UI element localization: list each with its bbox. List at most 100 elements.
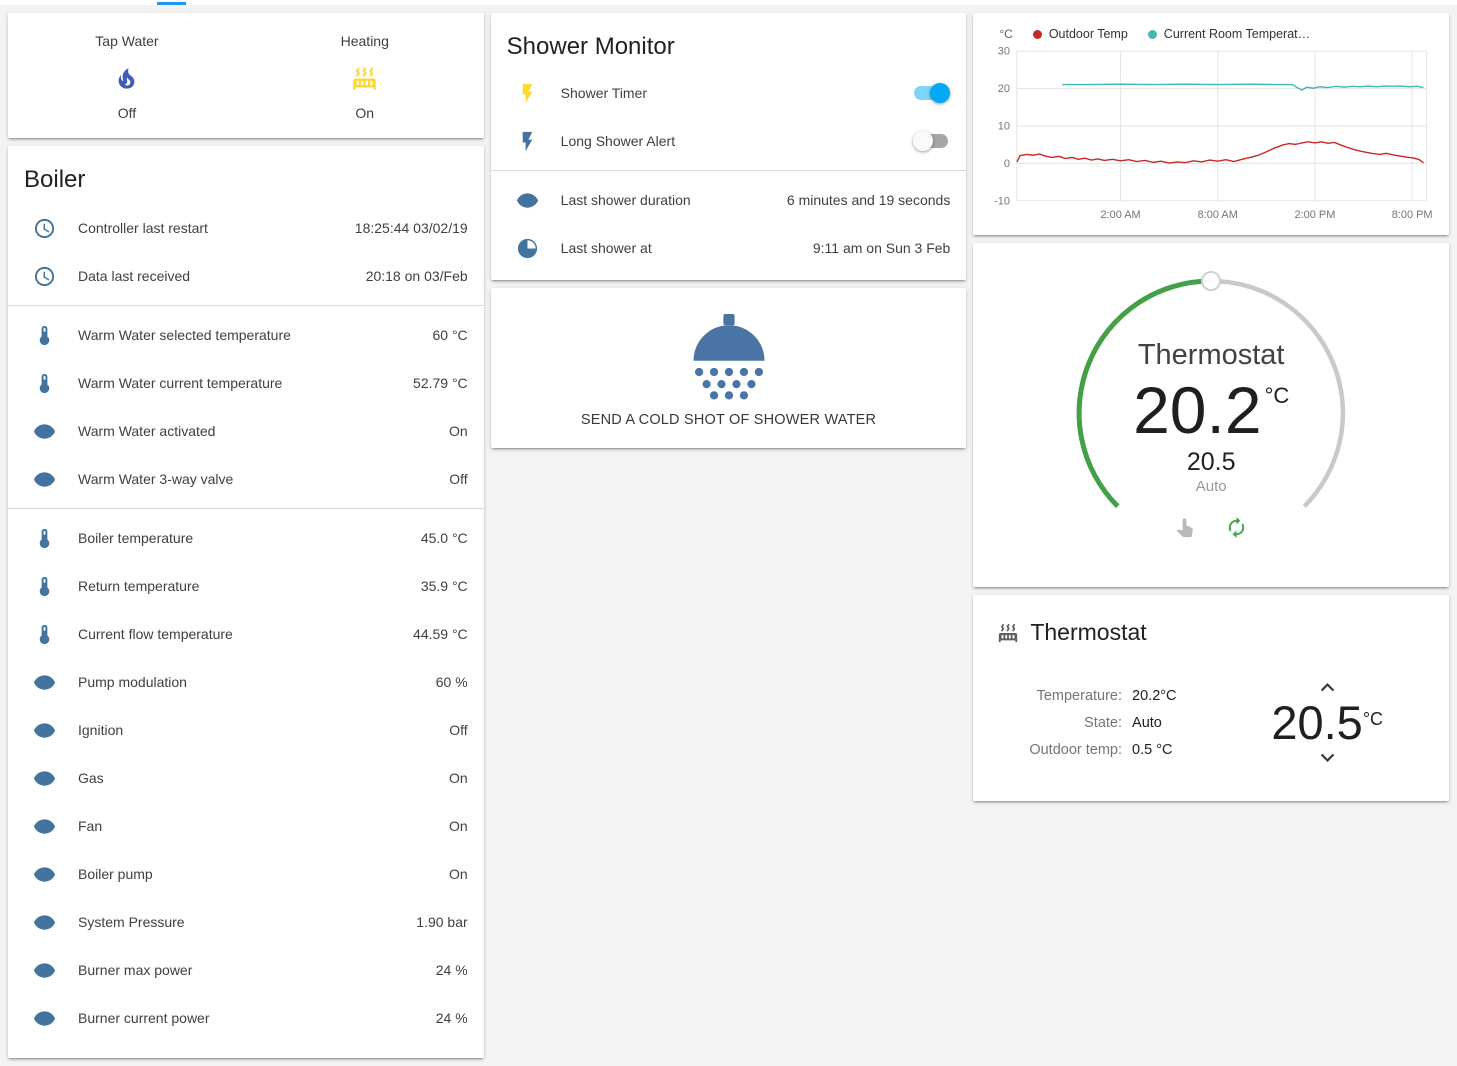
thermostat-info-card: Thermostat Temperature: 20.2°C State: Au… [973,595,1449,801]
entity-name: Tap Water [95,33,158,49]
glance-item-heating[interactable]: Heating On [246,33,484,121]
entity-row[interactable]: Ignition Off [24,706,468,754]
entity-row[interactable]: Warm Water 3-way valve Off [24,455,468,503]
boiler-card: Boiler Controller last restart 18:25:44 … [8,146,484,1058]
svg-text:10: 10 [998,121,1010,133]
svg-text:2:00 AM: 2:00 AM [1101,209,1141,221]
flash-icon [516,82,539,105]
entity-row[interactable]: Boiler pump On [24,850,468,898]
entity-value: 24 % [436,1010,468,1026]
thermostat-dial-card: Thermostat 20.2°C 20.5 Auto [973,243,1449,587]
entity-row[interactable]: Burner max power 24 % [24,946,468,994]
thermometer-icon [33,623,56,646]
long-shower-alert-toggle[interactable] [913,131,950,151]
legend-dot [1148,30,1157,39]
entity-row[interactable]: Gas On [24,754,468,802]
entity-row[interactable]: Warm Water activated On [24,407,468,455]
chart-legend: °C Outdoor Temp Current Room Temperat… [985,23,1437,43]
radiator-icon [351,65,378,92]
dial-active-arc [1079,281,1211,506]
svg-text:2:00 PM: 2:00 PM [1295,209,1336,221]
dial-handle[interactable] [1202,272,1220,290]
eye-icon [33,1007,56,1030]
eye-icon [33,911,56,934]
column-left: Tap Water Off Heating On Boiler Controll… [8,13,484,1058]
cold-shot-button[interactable]: SEND A COLD SHOT OF SHOWER WATER [491,288,967,448]
entity-label: Warm Water selected temperature [78,327,421,343]
entity-label: Gas [78,770,437,786]
toggle-thumb [930,83,950,103]
entity-row[interactable]: Fan On [24,802,468,850]
entity-label: Warm Water current temperature [78,375,401,391]
eye-icon [33,719,56,742]
attribute-label: Temperature: [1029,688,1122,704]
card-title: Boiler [24,166,468,194]
eye-icon [33,767,56,790]
entity-label: Last shower duration [561,192,775,208]
entity-row[interactable]: Controller last restart 18:25:44 03/02/1… [24,204,468,252]
entity-label: Warm Water activated [78,423,437,439]
temperature-history-chart[interactable]: 3020100-102:00 AM8:00 AM2:00 PM8:00 PM [985,43,1437,229]
shower-timer-toggle[interactable] [913,83,950,103]
auto-mode-icon[interactable] [1225,516,1248,539]
entity-label: System Pressure [78,914,404,930]
entity-row[interactable]: Last shower at 9:11 am on Sun 3 Feb [507,224,951,272]
entity-row: Long Shower Alert [507,117,951,165]
legend-label: Outdoor Temp [1049,27,1128,41]
card-title: Thermostat [1030,619,1146,646]
eye-icon [33,671,56,694]
y-axis-unit: °C [999,27,1012,41]
entity-row[interactable]: Boiler temperature 45.0 °C [24,514,468,562]
svg-text:20: 20 [998,83,1010,95]
entity-row[interactable]: Warm Water selected temperature 60 °C [24,311,468,359]
eye-icon [33,468,56,491]
entity-row[interactable]: Pump modulation 60 % [24,658,468,706]
clock-icon [33,265,56,288]
entity-value: On [449,818,468,834]
legend-item-outdoor-temp: Outdoor Temp [1033,27,1128,41]
flash-icon [516,130,539,153]
entity-label: Return temperature [78,578,409,594]
shower-monitor-card: Shower Monitor Shower Timer Long Shower … [491,13,967,280]
entity-value: On [449,423,468,439]
svg-text:0: 0 [1004,158,1010,170]
entity-row[interactable]: System Pressure 1.90 bar [24,898,468,946]
attribute-value: 20.2°C [1132,688,1177,704]
svg-text:8:00 AM: 8:00 AM [1198,209,1238,221]
target-temp-stepper: 20.5°C [1271,674,1383,771]
eye-icon [516,189,539,212]
entity-row[interactable]: Return temperature 35.9 °C [24,562,468,610]
entity-label: Data last received [78,268,354,284]
thermometer-icon [33,372,56,395]
entity-row[interactable]: Data last received 20:18 on 03/Feb [24,252,468,300]
entity-row[interactable]: Last shower duration 6 minutes and 19 se… [507,176,951,224]
entity-label: Shower Timer [561,85,914,101]
entity-label: Fan [78,818,437,834]
entity-label: Current flow temperature [78,626,401,642]
stepper-target-temperature: 20.5°C [1271,699,1383,746]
legend-item-room-temp: Current Room Temperat… [1148,27,1310,41]
entity-row[interactable]: Burner current power 24 % [24,994,468,1042]
entity-value: 9:11 am on Sun 3 Feb [813,240,951,256]
manual-mode-icon[interactable] [1174,516,1197,539]
svg-text:8:00 PM: 8:00 PM [1392,209,1433,221]
thermometer-icon [33,527,56,550]
column-middle: Shower Monitor Shower Timer Long Shower … [491,13,967,448]
entity-value: 1.90 bar [416,914,467,930]
clock-icon [33,217,56,240]
legend-label: Current Room Temperat… [1164,27,1310,41]
entity-row[interactable]: Warm Water current temperature 52.79 °C [24,359,468,407]
glance-item-tap-water[interactable]: Tap Water Off [8,33,246,121]
legend-dot [1033,30,1042,39]
entity-label: Ignition [78,722,437,738]
radiator-icon [997,622,1019,644]
entity-row[interactable]: Current flow temperature 44.59 °C [24,610,468,658]
shower-head-icon [683,314,775,400]
entity-value: 35.9 °C [421,578,468,594]
entity-value: 20:18 on 03/Feb [366,268,468,284]
entity-label: Long Shower Alert [561,133,914,149]
thermometer-icon [33,324,56,347]
chevron-down-icon[interactable] [1314,744,1341,771]
eye-icon [33,815,56,838]
svg-text:-10: -10 [994,195,1010,207]
